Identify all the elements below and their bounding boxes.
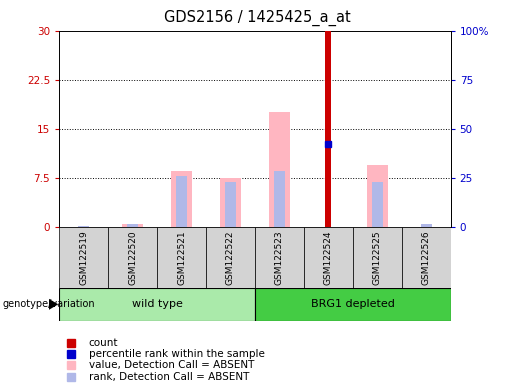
Bar [59, 227, 108, 288]
Text: value, Detection Call = ABSENT: value, Detection Call = ABSENT [89, 360, 254, 370]
Bar [325, 31, 331, 227]
Bar [157, 227, 206, 288]
Text: GSM122526: GSM122526 [422, 230, 431, 285]
Text: count: count [89, 338, 118, 348]
Bar [255, 288, 451, 321]
Bar [59, 288, 255, 321]
Bar [206, 227, 255, 288]
Bar [304, 227, 353, 288]
Bar [367, 165, 387, 227]
Text: GSM122523: GSM122523 [275, 230, 284, 285]
Bar [255, 227, 304, 288]
Bar [353, 227, 402, 288]
Text: GSM122524: GSM122524 [324, 230, 333, 285]
Bar [274, 171, 285, 227]
Text: wild type: wild type [132, 299, 182, 310]
Text: GSM122521: GSM122521 [177, 230, 186, 285]
Text: GDS2156 / 1425425_a_at: GDS2156 / 1425425_a_at [164, 10, 351, 26]
Text: BRG1 depleted: BRG1 depleted [311, 299, 394, 310]
Text: percentile rank within the sample: percentile rank within the sample [89, 349, 265, 359]
Text: genotype/variation: genotype/variation [3, 299, 95, 310]
Text: rank, Detection Call = ABSENT: rank, Detection Call = ABSENT [89, 371, 249, 382]
Bar [127, 223, 138, 227]
Bar [220, 178, 241, 227]
Polygon shape [49, 299, 58, 310]
Text: GSM122520: GSM122520 [128, 230, 137, 285]
Bar [421, 224, 432, 227]
Bar [402, 227, 451, 288]
Bar [225, 182, 236, 227]
Bar [108, 227, 157, 288]
Bar [78, 225, 89, 227]
Text: GSM122522: GSM122522 [226, 230, 235, 285]
Bar [123, 224, 143, 227]
Text: GSM122525: GSM122525 [373, 230, 382, 285]
Bar [176, 175, 187, 227]
Text: GSM122519: GSM122519 [79, 230, 88, 285]
Bar [269, 113, 289, 227]
Bar [171, 171, 192, 227]
Bar [372, 182, 383, 227]
